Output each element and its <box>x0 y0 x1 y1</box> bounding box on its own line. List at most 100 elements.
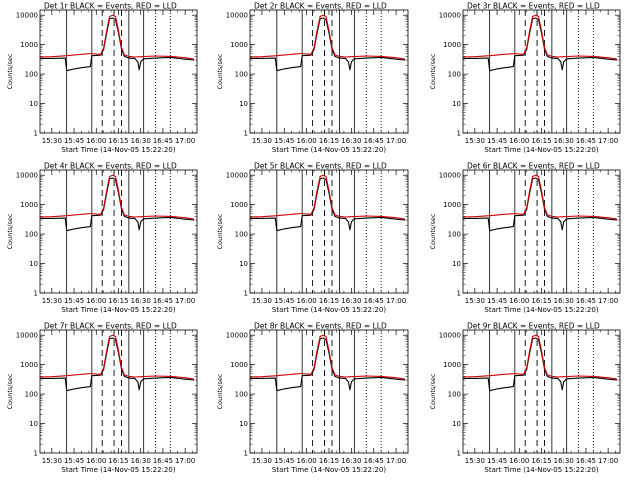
x-tick-label: 17:00 <box>175 457 195 465</box>
y-tick-label: 100 <box>25 391 38 399</box>
x-tick-label: 15:45 <box>487 137 507 145</box>
y-tick-label: 1 <box>457 450 461 458</box>
y-tick-label: 100 <box>25 231 38 239</box>
x-tick-label: 16:00 <box>86 457 106 465</box>
x-tick-label: 16:00 <box>86 297 106 305</box>
lld-series-line <box>462 174 618 220</box>
panel-title: Det 6r BLACK = Events, RED = LLD <box>467 162 600 171</box>
x-tick-label: 15:30 <box>42 297 62 305</box>
y-axis-label: Counts/sec <box>6 53 14 89</box>
panel-title: Det 5r BLACK = Events, RED = LLD <box>254 162 387 171</box>
x-tick-label: 16:45 <box>364 137 384 145</box>
y-tick-label: 1 <box>244 450 248 458</box>
y-tick-label: 10 <box>29 260 38 268</box>
y-tick-label: 1000 <box>20 201 38 209</box>
x-axis-label: Start Time (14-Nov-05 15:22:20) <box>272 466 386 474</box>
x-tick-label: 15:30 <box>465 457 485 465</box>
x-axis-label: Start Time (14-Nov-05 15:22:20) <box>484 306 598 314</box>
x-tick-label: 16:45 <box>576 457 596 465</box>
x-tick-label: 16:30 <box>554 137 574 145</box>
x-tick-label: 16:30 <box>554 297 574 305</box>
lld-series-line <box>249 334 406 380</box>
lld-series-line <box>462 334 618 380</box>
y-tick-label: 10 <box>29 100 38 108</box>
y-tick-label: 1000 <box>20 41 38 49</box>
x-tick-label: 15:45 <box>274 137 294 145</box>
lld-series-line <box>462 14 618 60</box>
x-tick-label: 15:30 <box>252 457 272 465</box>
events-series-line <box>250 17 406 72</box>
y-tick-label: 1000 <box>230 201 248 209</box>
y-tick-label: 1 <box>457 130 461 138</box>
y-tick-label: 1000 <box>443 41 461 49</box>
x-tick-label: 15:30 <box>42 457 62 465</box>
x-tick-label: 16:45 <box>153 457 173 465</box>
x-tick-label: 16:45 <box>364 457 384 465</box>
y-tick-label: 100 <box>235 231 248 239</box>
panel-title: Det 4r BLACK = Events, RED = LLD <box>44 162 177 171</box>
x-axis-label: Start Time (14-Nov-05 15:22:20) <box>61 466 175 474</box>
x-tick-label: 16:15 <box>108 137 128 145</box>
y-tick-label: 1 <box>457 290 461 298</box>
x-tick-label: 16:30 <box>554 457 574 465</box>
x-tick-label: 15:30 <box>465 137 485 145</box>
y-axis-label: Counts/sec <box>216 373 224 409</box>
chart-panel: 1 10 100 1000 10000 15:30 15:45 16:00 16:15 16:30… <box>6 2 198 154</box>
y-tick-label: 1000 <box>230 361 248 369</box>
x-tick-label: 16:15 <box>531 297 551 305</box>
y-tick-label: 10 <box>239 100 248 108</box>
y-tick-label: 10 <box>452 100 461 108</box>
y-tick-label: 1 <box>244 130 248 138</box>
y-tick-label: 10 <box>452 260 461 268</box>
y-tick-label: 10 <box>239 420 248 428</box>
chart-panel: 1 10 100 1000 10000 15:30 15:45 16:00 16:15 16:30… <box>216 322 409 474</box>
x-axis-label: Start Time (14-Nov-05 15:22:20) <box>484 146 598 154</box>
y-tick-label: 10000 <box>16 172 38 180</box>
y-tick-label: 1000 <box>230 41 248 49</box>
x-tick-label: 16:45 <box>576 137 596 145</box>
y-axis-label: Counts/sec <box>216 213 224 249</box>
y-tick-label: 1 <box>34 130 38 138</box>
x-axis-label: Start Time (14-Nov-05 15:22:20) <box>61 146 175 154</box>
chart-panel: 1 10 100 1000 10000 15:30 15:45 16:00 16:15 16:30… <box>429 322 621 474</box>
x-axis-label: Start Time (14-Nov-05 15:22:20) <box>272 146 386 154</box>
y-axis-label: Counts/sec <box>6 373 14 409</box>
y-tick-label: 10 <box>452 420 461 428</box>
x-tick-label: 15:45 <box>64 457 84 465</box>
x-tick-label: 16:00 <box>86 137 106 145</box>
x-tick-label: 15:45 <box>487 297 507 305</box>
y-tick-label: 10000 <box>439 332 461 340</box>
y-axis-label: Counts/sec <box>6 213 14 249</box>
x-tick-label: 16:45 <box>153 137 173 145</box>
x-tick-label: 16:00 <box>297 457 317 465</box>
chart-panel: 1 10 100 1000 10000 15:30 15:45 16:00 16:15 16:30… <box>216 162 409 314</box>
x-tick-label: 16:45 <box>153 297 173 305</box>
x-tick-label: 16:45 <box>576 297 596 305</box>
x-tick-label: 16:15 <box>108 457 128 465</box>
y-tick-label: 10000 <box>439 172 461 180</box>
x-tick-label: 16:15 <box>319 457 339 465</box>
y-tick-label: 10 <box>239 260 248 268</box>
events-series-line <box>463 337 618 392</box>
x-tick-label: 16:15 <box>108 297 128 305</box>
x-tick-label: 16:30 <box>341 457 361 465</box>
events-series-line <box>463 177 618 232</box>
x-tick-label: 17:00 <box>386 297 406 305</box>
y-tick-label: 1000 <box>443 361 461 369</box>
x-tick-label: 16:15 <box>319 137 339 145</box>
x-tick-label: 16:30 <box>131 137 151 145</box>
y-tick-label: 1000 <box>20 361 38 369</box>
x-tick-label: 16:00 <box>509 457 529 465</box>
x-tick-label: 15:30 <box>252 297 272 305</box>
x-tick-label: 16:30 <box>341 137 361 145</box>
y-tick-label: 10000 <box>226 12 248 20</box>
x-tick-label: 16:30 <box>131 457 151 465</box>
y-axis-label: Counts/sec <box>429 373 437 409</box>
x-axis-label: Start Time (14-Nov-05 15:22:20) <box>61 306 175 314</box>
panel-title: Det 1r BLACK = Events, RED = LLD <box>44 2 177 11</box>
x-tick-label: 15:30 <box>42 137 62 145</box>
lld-series-line <box>249 14 406 60</box>
x-tick-label: 15:45 <box>64 297 84 305</box>
y-tick-label: 100 <box>448 391 461 399</box>
y-tick-label: 100 <box>448 231 461 239</box>
